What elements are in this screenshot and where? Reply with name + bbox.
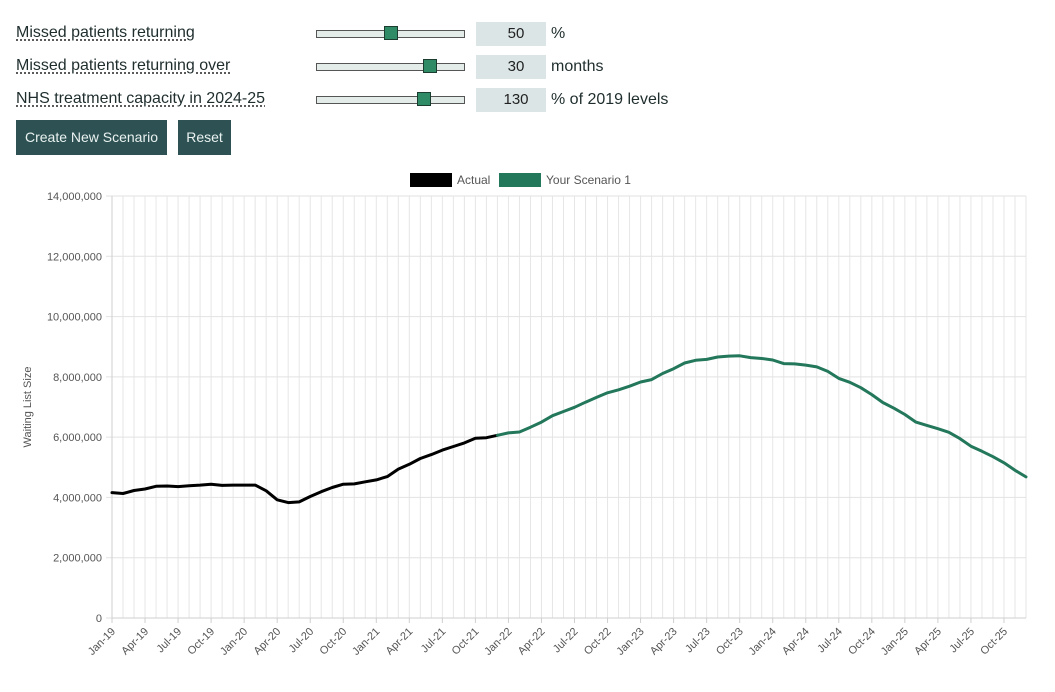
y-tick-label: 8,000,000 (53, 372, 102, 384)
returning-over-label[interactable]: Missed patients returning over (16, 57, 231, 74)
x-tick-label: Oct-22 (582, 626, 614, 658)
y-tick-label: 12,000,000 (47, 251, 102, 263)
legend-actual-label[interactable]: Actual (457, 173, 490, 187)
x-tick-label: Oct-21 (450, 626, 482, 658)
missed-returning-unit: % (551, 25, 566, 42)
x-tick-label: Jul-22 (551, 626, 581, 656)
y-tick-label: 14,000,000 (47, 191, 102, 203)
x-tick-label: Apr-19 (119, 626, 151, 658)
legend-actual-swatch[interactable] (410, 173, 452, 187)
y-tick-label: 10,000,000 (47, 312, 102, 324)
returning-over-slider[interactable] (316, 59, 465, 73)
missed-returning-slider-thumb[interactable] (383, 26, 398, 40)
x-tick-label: Oct-24 (846, 626, 878, 658)
legend-scenario-swatch[interactable] (499, 173, 541, 187)
x-tick-label: Apr-24 (780, 626, 812, 658)
x-tick-label: Oct-23 (714, 626, 746, 658)
x-tick-label: Jul-20 (287, 626, 317, 656)
missed-returning-slider[interactable] (316, 26, 465, 40)
x-tick-label: Oct-25 (978, 626, 1010, 658)
capacity-input[interactable]: 130 (476, 88, 546, 112)
create-new-scenario-button[interactable]: Create New Scenario (16, 120, 167, 155)
missed-returning-input[interactable]: 50 (476, 22, 546, 46)
control-row-capacity: NHS treatment capacity in 2024-25 130 % … (0, 88, 1055, 114)
control-row-returning-over: Missed patients returning over 30 months (0, 55, 1055, 81)
legend-scenario-label[interactable]: Your Scenario 1 (546, 173, 631, 187)
x-tick-label: Jan-24 (747, 626, 779, 658)
x-tick-label: Jul-25 (947, 626, 977, 656)
x-tick-label: Jan-20 (218, 626, 250, 658)
x-tick-label: Jul-21 (419, 626, 449, 656)
capacity-label[interactable]: NHS treatment capacity in 2024-25 (16, 90, 266, 107)
returning-over-input[interactable]: 30 (476, 55, 546, 79)
reset-button[interactable]: Reset (178, 120, 231, 155)
x-tick-label: Jan-21 (350, 626, 382, 658)
returning-over-slider-thumb[interactable] (423, 59, 438, 73)
x-tick-label: Apr-22 (516, 626, 548, 658)
missed-returning-label[interactable]: Missed patients returning (16, 24, 195, 41)
x-tick-label: Jan-23 (614, 626, 646, 658)
x-tick-label: Apr-20 (251, 626, 283, 658)
capacity-slider[interactable] (316, 92, 465, 106)
x-tick-label: Jul-23 (683, 626, 713, 656)
x-tick-label: Apr-25 (912, 626, 944, 658)
capacity-unit: % of 2019 levels (551, 91, 669, 108)
actual-series-line (110, 433, 499, 505)
x-tick-label: Jan-25 (879, 626, 911, 658)
x-tick-label: Oct-19 (185, 626, 217, 658)
x-tick-label: Apr-21 (384, 626, 416, 658)
x-tick-label: Oct-20 (318, 626, 350, 658)
x-tick-label: Jul-19 (155, 626, 185, 656)
scenario-series-line (495, 354, 1028, 479)
waiting-list-chart: 0 2,000,000 4,000,000 6,000,000 8,000,000 10,… (22, 173, 1028, 658)
x-tick-label: Apr-23 (648, 626, 680, 658)
y-tick-label: 2,000,000 (53, 553, 102, 565)
y-tick-label: 6,000,000 (53, 432, 102, 444)
x-tick-label: Jan-22 (482, 626, 514, 658)
x-tick-label: Jan-19 (86, 626, 118, 658)
y-axis-label: Waiting List Size (22, 367, 34, 448)
returning-over-unit: months (551, 58, 604, 75)
control-row-missed-returning: Missed patients returning 50 % (0, 22, 1055, 48)
x-tick-label: Jul-24 (815, 626, 845, 656)
y-tick-label: 0 (96, 613, 102, 625)
capacity-slider-thumb[interactable] (417, 92, 432, 106)
y-tick-label: 4,000,000 (53, 492, 102, 504)
